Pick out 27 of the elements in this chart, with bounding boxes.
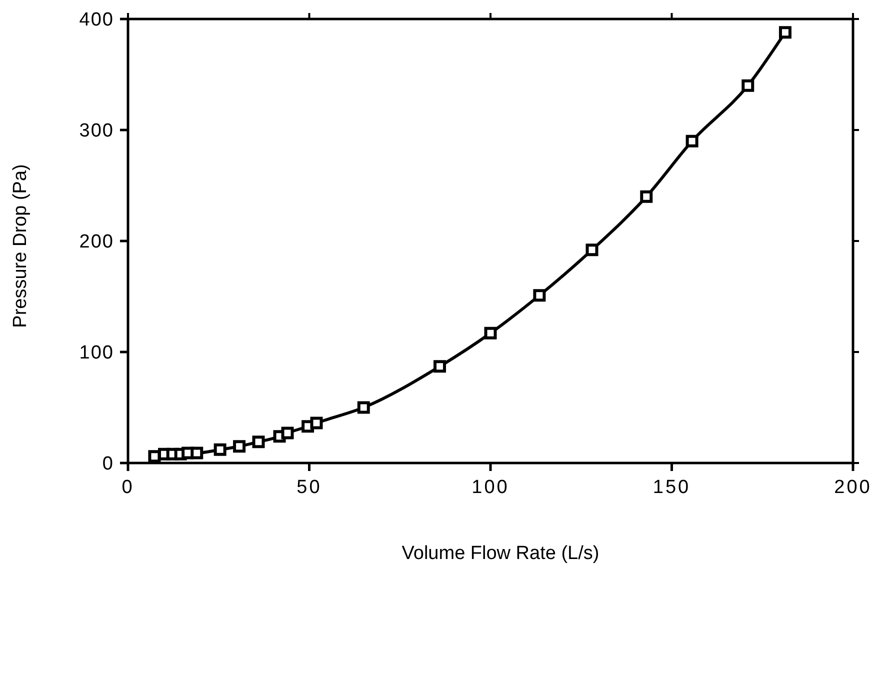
y-tick-label: 400 xyxy=(79,10,114,31)
y-tick-label: 200 xyxy=(79,232,114,253)
y-tick-label: 300 xyxy=(79,120,114,142)
point xyxy=(484,326,497,340)
point xyxy=(190,446,204,460)
point xyxy=(742,79,754,92)
point xyxy=(586,244,598,256)
point xyxy=(252,436,265,448)
x-tick-label: 50 xyxy=(296,477,322,498)
point xyxy=(640,190,653,203)
y-tick-label: 0 xyxy=(102,454,114,475)
point xyxy=(310,416,323,430)
y-tick-label: 100 xyxy=(79,342,114,364)
point xyxy=(533,289,546,302)
point xyxy=(281,426,294,440)
x-tick-label: 0 xyxy=(122,477,134,498)
point xyxy=(434,360,446,373)
x-tick-label: 150 xyxy=(652,477,691,498)
point xyxy=(778,26,792,39)
point xyxy=(686,134,698,148)
point xyxy=(214,443,226,456)
point xyxy=(357,401,370,414)
x-axis-title: Volume Flow Rate (L/s) xyxy=(402,543,600,564)
x-tick-label: 200 xyxy=(834,477,872,498)
x-tick-label: 100 xyxy=(472,477,510,498)
point xyxy=(233,440,246,453)
y-axis-title: Pressure Drop (Pa) xyxy=(10,164,31,328)
